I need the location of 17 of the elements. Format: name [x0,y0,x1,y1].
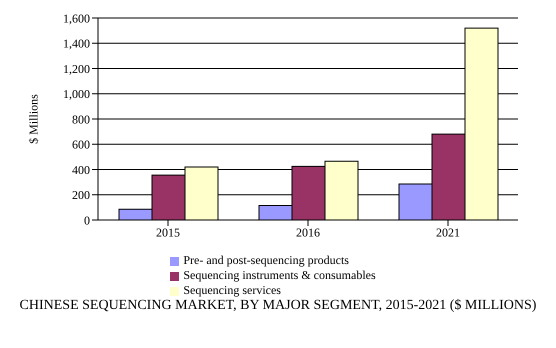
y-axis-title: $ Millions [26,94,40,144]
y-tick-label: 600 [72,138,90,152]
y-tick-label: 200 [72,188,90,202]
text: CHINESE SEQUENCING MARKET, BY MAJOR SEGMENT, 2015-2021 ($ MILLIONS) [18,298,538,314]
y-tick-label: 400 [72,162,90,177]
y-tick-label: 1,600 [63,11,90,26]
x-tick-label: 2021 [436,226,460,240]
legend-label: Sequencing instruments & consumables [183,268,376,282]
y-tick-label: 1,000 [63,87,90,102]
y-tick-label: 800 [72,112,90,126]
y-tick-label: 0 [84,213,90,228]
legend-label: Sequencing services [183,283,281,297]
y-tick-label: 1,400 [63,36,90,51]
legend-label: Pre- and post-sequencing products [183,253,349,267]
x-tick-label: 2016 [296,226,320,240]
y-tick-label: 1,200 [63,62,90,76]
x-tick-label: 2015 [156,226,180,240]
